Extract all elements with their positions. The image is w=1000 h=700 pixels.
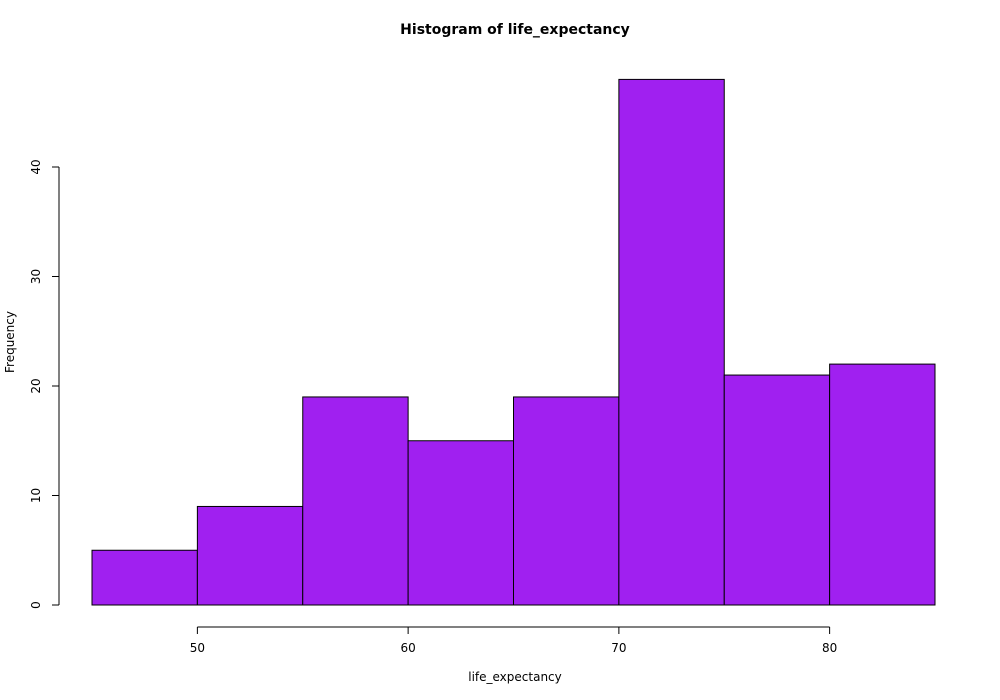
x-tick-label: 60 xyxy=(400,641,415,655)
x-tick-label: 70 xyxy=(611,641,626,655)
x-axis: 50 60 70 80 xyxy=(190,626,837,655)
histogram-bar xyxy=(829,363,936,606)
y-axis-label: Frequency xyxy=(3,311,17,373)
y-axis: 0 10 20 30 40 xyxy=(29,159,60,609)
y-tick-label: 20 xyxy=(29,378,43,393)
histogram-bar xyxy=(723,374,831,606)
y-tick-label: 0 xyxy=(29,601,43,609)
histogram-bar xyxy=(91,549,198,606)
histogram-bar xyxy=(513,396,620,606)
histogram-bar xyxy=(618,78,725,606)
histogram-bar xyxy=(196,505,304,606)
chart-title: Histogram of life_expectancy xyxy=(400,22,630,38)
y-tick-label: 30 xyxy=(29,269,43,284)
y-tick-label: 10 xyxy=(29,488,43,503)
bars-group xyxy=(91,78,936,606)
y-tick-label: 40 xyxy=(29,159,43,174)
x-tick-label: 80 xyxy=(822,641,837,655)
x-axis-label: life_expectancy xyxy=(468,670,562,684)
histogram-bar xyxy=(302,396,409,606)
x-tick-label: 50 xyxy=(190,641,205,655)
histogram-bar xyxy=(407,440,514,606)
